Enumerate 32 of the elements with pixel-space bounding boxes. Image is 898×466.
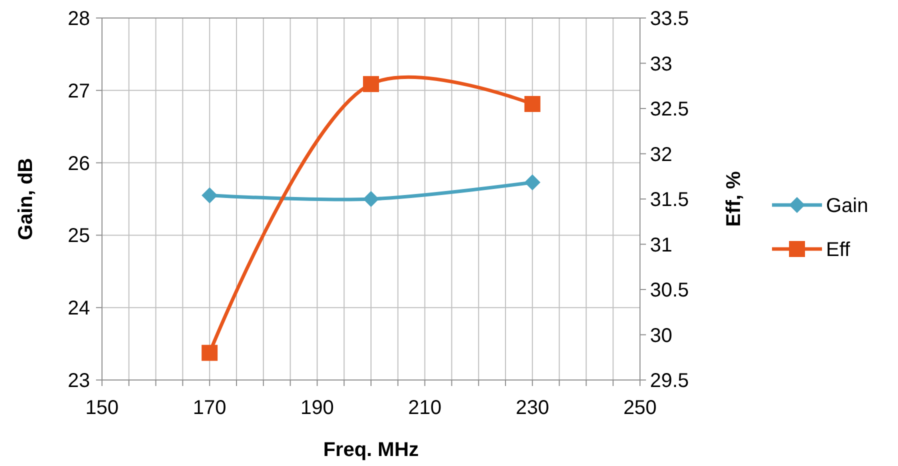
y-axis-title: Gain, dB xyxy=(15,158,37,240)
y2-tick-label: 33.5 xyxy=(650,8,689,30)
y2-tick-label: 29.5 xyxy=(650,370,689,392)
y2-tick-label: 31 xyxy=(650,234,672,256)
point xyxy=(363,76,379,92)
x-axis-title: Freq. MHz xyxy=(323,439,419,461)
x-tick-label: 210 xyxy=(408,397,442,419)
y2-tick-label: 30 xyxy=(650,324,672,347)
y-tick-label: 27 xyxy=(68,80,90,102)
y2-tick-label: 32.5 xyxy=(650,98,689,120)
point xyxy=(202,344,218,361)
y2-tick-label: 30.5 xyxy=(650,280,689,302)
y2-tick-label: 31.5 xyxy=(650,189,689,211)
point xyxy=(524,174,540,190)
y-tick-label: 26 xyxy=(68,152,90,175)
y-tick-label: 25 xyxy=(68,225,90,248)
x-tick-label: 230 xyxy=(516,397,550,419)
point xyxy=(363,191,379,207)
x-tick-label: 150 xyxy=(85,397,119,419)
y-tick-label: 23 xyxy=(68,370,90,392)
y-tick-label: 24 xyxy=(68,298,90,320)
point xyxy=(524,96,540,112)
y2-tick-label: 32 xyxy=(650,144,672,166)
y-tick-label: 28 xyxy=(68,8,90,30)
legend-label: Eff xyxy=(826,239,851,261)
point xyxy=(202,187,218,204)
legend-label: Gain xyxy=(826,195,868,217)
x-tick-label: 170 xyxy=(192,397,226,419)
y2-axis-title: Eff, % xyxy=(723,171,745,227)
x-tick-label: 190 xyxy=(300,397,334,419)
x-tick-label: 250 xyxy=(623,397,657,419)
y2-tick-label: 33 xyxy=(650,53,672,76)
